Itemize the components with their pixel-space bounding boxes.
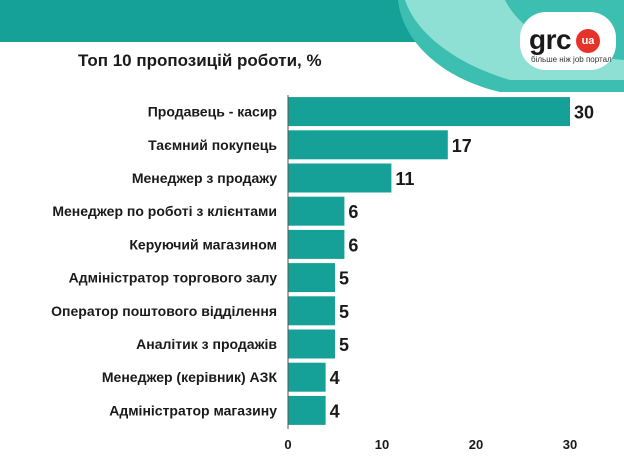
logo-wordmark: grc bbox=[529, 24, 572, 55]
bar bbox=[288, 229, 345, 259]
x-tick-label: 0 bbox=[284, 437, 291, 452]
data-label: 6 bbox=[348, 202, 358, 222]
chart-title: Топ 10 пропозицій роботи, % bbox=[78, 51, 322, 70]
x-tick-label: 10 bbox=[375, 437, 389, 452]
bar bbox=[288, 97, 570, 127]
data-label: 4 bbox=[330, 401, 340, 421]
bar bbox=[288, 130, 448, 160]
data-label: 5 bbox=[339, 302, 349, 322]
category-label: Адміністратор магазину bbox=[109, 402, 277, 418]
category-label: Менеджер (керівник) АЗК bbox=[102, 369, 278, 385]
category-label: Менеджер з продажу bbox=[132, 170, 277, 186]
x-tick-label: 20 bbox=[469, 437, 483, 452]
x-tick-label: 30 bbox=[563, 437, 577, 452]
bar bbox=[288, 329, 335, 359]
logo-card bbox=[520, 12, 616, 70]
data-label: 5 bbox=[339, 269, 349, 289]
bar bbox=[288, 296, 335, 326]
data-label: 6 bbox=[348, 235, 358, 255]
category-label: Менеджер по роботі з клієнтами bbox=[52, 203, 277, 219]
data-label: 5 bbox=[339, 335, 349, 355]
bar bbox=[288, 395, 326, 425]
data-label: 11 bbox=[395, 169, 414, 189]
logo-tagline: більше ніж job портал bbox=[531, 55, 612, 64]
category-label: Керуючий магазином bbox=[129, 236, 277, 252]
data-label: 30 bbox=[574, 103, 594, 123]
data-label: 17 bbox=[452, 136, 472, 156]
category-label: Аналітик з продажів bbox=[136, 336, 277, 352]
data-label: 4 bbox=[330, 368, 340, 388]
category-label: Адміністратор торгового залу bbox=[69, 270, 278, 286]
category-label: Таємний покупець bbox=[148, 137, 277, 153]
bar bbox=[288, 362, 326, 392]
bar bbox=[288, 263, 335, 293]
category-label: Оператор поштового відділення bbox=[51, 303, 277, 319]
bar bbox=[288, 196, 345, 226]
category-label: Продавець - касир bbox=[148, 104, 277, 120]
logo-badge: ua bbox=[576, 29, 600, 53]
bar bbox=[288, 163, 392, 193]
